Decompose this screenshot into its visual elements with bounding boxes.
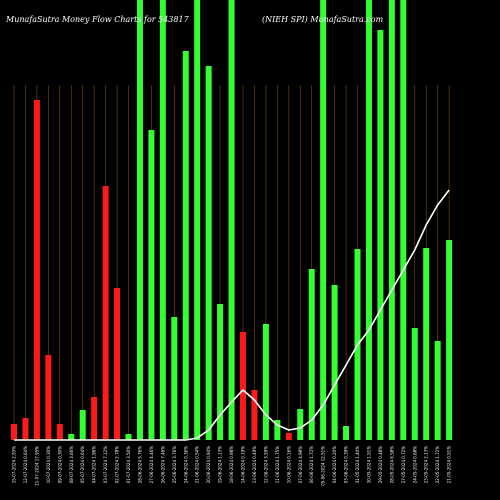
bar <box>182 51 189 440</box>
x-tick-label: 12-06-2024 3.59% <box>263 446 268 483</box>
x-tick-label: 24-05-2024 0.68% <box>412 446 417 483</box>
bar <box>434 341 441 440</box>
bar <box>11 424 17 440</box>
bar <box>285 433 292 440</box>
x-tick-label: 03-07-2024 7.12% <box>103 446 108 483</box>
bar <box>91 397 98 440</box>
x-tick-label: 23-05-2024 2.13% <box>424 446 429 483</box>
x-tick-label: 10-06-2024 0.16% <box>286 446 291 483</box>
bar <box>400 0 407 440</box>
x-tick-label: 24-06-2024 0.36% <box>183 446 188 483</box>
bar <box>22 418 29 440</box>
x-tick-label: 27-05-2024 0.72% <box>401 446 406 483</box>
x-tick-label: 10-07-2024 0.30% <box>46 446 51 483</box>
x-tick-label: 05-07-2024 0.64% <box>80 446 85 483</box>
x-tick-label: 03-06-2024 0.39% <box>344 446 349 483</box>
bar <box>114 288 121 440</box>
x-tick-label: 14-06-2024 0.19% <box>241 446 246 483</box>
bar <box>446 240 453 440</box>
bar <box>377 30 384 440</box>
x-tick-label: 06-06-2024 1.72% <box>309 446 314 483</box>
x-tick-label: 05-06-2024 12.51% <box>321 446 326 486</box>
bar <box>262 324 269 440</box>
bar <box>251 390 258 440</box>
x-tick-label: 09-07-2024 0.30% <box>57 446 62 483</box>
bar <box>68 434 75 440</box>
x-tick-label: 20-06-2024 0.94% <box>206 446 211 483</box>
x-tick-label: 08-07-2024 3.66% <box>69 446 74 483</box>
bar <box>159 0 166 440</box>
bar <box>125 434 132 440</box>
x-tick-label: 04-07-2024 1.96% <box>92 446 97 483</box>
flow-line <box>14 189 450 441</box>
x-tick-label: 21-06-2024 0.54% <box>195 446 200 483</box>
bar <box>228 0 235 440</box>
bar <box>308 269 315 440</box>
x-tick-label: 25-06-2024 3.76% <box>172 446 177 483</box>
bar <box>297 409 304 440</box>
x-tick-label: 26-06-2024 7.46% <box>160 446 165 483</box>
x-tick-labels: 15-07-2024 2.93% 12-07-2024 0.64% 11-07-20… <box>12 446 452 486</box>
bar <box>331 285 338 440</box>
bar <box>343 426 350 440</box>
x-tick-label: 19-06-2024 1.13% <box>218 446 223 483</box>
bar <box>79 410 86 440</box>
x-tick-label: 01-07-2024 3.50% <box>126 446 131 483</box>
chart-title-right: (NIEH SPI) MunafaSutra.com <box>262 15 384 24</box>
bar <box>56 424 63 440</box>
bar <box>274 420 281 440</box>
bar <box>217 304 224 440</box>
bar <box>33 100 40 440</box>
bar <box>240 332 246 440</box>
x-tick-label: 04-06-2024 0.20% <box>332 446 337 483</box>
x-tick-label: 28-06-2024 5.76% <box>137 446 142 483</box>
x-tick-label: 18-06-2024 0.98% <box>229 446 234 483</box>
x-tick-label: 12-07-2024 0.64% <box>23 446 28 483</box>
x-tick-label: 30-05-2024 1.51% <box>366 446 371 483</box>
chart-title-left: MunafaSutra Money Flow Charts for 543817 <box>5 15 190 24</box>
bar <box>320 0 327 440</box>
bar <box>411 328 418 440</box>
x-tick-label: 13-06-2024 0.49% <box>252 446 257 483</box>
x-tick-label: 11-06-2024 1.75% <box>275 446 280 483</box>
x-tick-label: 29-05-2024 0.48% <box>378 446 383 483</box>
bar <box>194 0 201 440</box>
bar <box>45 355 52 440</box>
x-tick-label: 22-05-2024 1.72% <box>435 446 440 483</box>
x-tick-label: 02-07-2024 2.78% <box>115 446 120 483</box>
bar <box>423 248 430 440</box>
bar <box>205 66 212 440</box>
x-tick-label: 07-06-2024 4.98% <box>298 446 303 483</box>
bar <box>171 317 178 440</box>
x-tick-label: 21-05-2024 0.51% <box>447 446 452 483</box>
bar <box>365 0 372 440</box>
x-tick-label: 11-07-2024 17.95% <box>34 446 39 486</box>
x-tick-label: 31-05-2024 1.40% <box>355 446 360 483</box>
bar <box>102 186 109 440</box>
x-tick-label: 27-06-2024 4.46% <box>149 446 154 483</box>
bar <box>148 130 155 440</box>
x-tick-label: 15-07-2024 2.93% <box>12 446 17 483</box>
bar <box>388 0 395 440</box>
bar <box>136 0 143 440</box>
x-tick-label: 28-05-2024 6.58% <box>389 446 394 483</box>
